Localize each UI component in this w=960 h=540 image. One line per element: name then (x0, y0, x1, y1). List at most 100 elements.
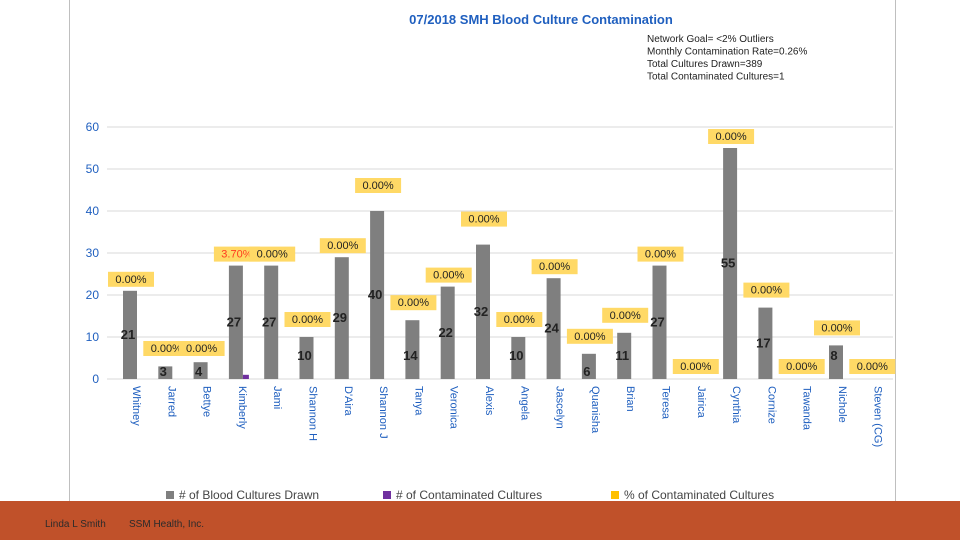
bar-drawn (370, 211, 385, 379)
category-label: Quanisha (589, 386, 601, 434)
percent-label: 0.00% (292, 314, 323, 326)
category-label: Angela (518, 386, 530, 421)
category-label: D'Aira (342, 386, 354, 416)
bar-drawn (476, 244, 490, 379)
info-line-3: Total Contaminated Cultures=1 (647, 72, 785, 83)
bar-drawn (405, 320, 420, 379)
category-label: Shannon H (307, 386, 319, 441)
percent-label: 0.00% (257, 249, 288, 261)
category-label: Nichole (836, 386, 848, 423)
bar-drawn (581, 353, 596, 379)
bar-value-label: 10 (509, 348, 523, 363)
bar-value-label: 21 (121, 327, 135, 342)
bar-drawn (158, 366, 173, 379)
category-label: Cynthia (730, 386, 742, 424)
bar-drawn (193, 362, 208, 379)
percent-label: 0.00% (151, 343, 182, 355)
category-label: Tawanda (801, 386, 813, 431)
category-label: Shannon J (377, 386, 389, 439)
category-label: Jarred (165, 386, 177, 417)
percent-label: 0.00% (610, 310, 641, 322)
category-label: Cornize (765, 386, 777, 424)
bar-value-label: 10 (297, 348, 311, 363)
bar-drawn (334, 257, 349, 379)
bar-drawn (228, 265, 243, 379)
percent-label-bg (461, 211, 507, 227)
bar-drawn (617, 332, 632, 379)
footer-bar (0, 501, 960, 540)
bar-drawn (299, 337, 314, 379)
bar-value-label: 27 (650, 314, 664, 329)
percent-label-bg (708, 129, 755, 144)
bar-value-label: 6 (583, 364, 590, 379)
bar-value-label: 22 (438, 325, 452, 340)
percent-label: 0.00% (539, 261, 570, 273)
bar-value-label: 4 (195, 364, 203, 379)
bar-value-label: 24 (544, 321, 559, 336)
percent-label-bg (319, 238, 366, 254)
percent-labels: 0.00% 0.00% 0.00% 3.70% 0.00% 0.00% 0.00% 0.00%… (108, 129, 896, 374)
bars: 21 3 4 27 27 10 29 40 14 22 32 10 24 6 11 27 55 17 8 (121, 148, 843, 379)
category-label: Tanya (412, 386, 424, 416)
y-tick-label: 0 (92, 372, 99, 386)
category-label: Bettye (201, 386, 213, 417)
percent-label-bg (602, 307, 649, 323)
legend-swatch (383, 491, 391, 499)
percent-label-bg (566, 328, 613, 344)
percent-label: 0.00% (680, 361, 711, 373)
y-tick-label: 20 (86, 288, 100, 302)
bar-drawn (511, 337, 526, 379)
percent-label-bg (672, 359, 719, 374)
category-label: Jami (271, 386, 283, 409)
bar-drawn (723, 148, 738, 379)
percent-label-bg (178, 341, 225, 356)
percent-label-bg (143, 341, 190, 356)
bar-contaminated (242, 374, 249, 379)
y-tick-label: 50 (86, 162, 100, 176)
percent-label: 0.00% (398, 297, 429, 309)
percent-label: 0.00% (751, 285, 782, 297)
percent-label-bg (496, 312, 543, 327)
chart-title: 07/2018 SMH Blood Culture Contamination (409, 12, 673, 27)
bar-value-label: 8 (830, 348, 837, 363)
y-tick-label: 40 (86, 204, 100, 218)
percent-label: 0.00% (327, 240, 358, 252)
x-axis-labels: Whitney Jarred Bettye Kimberly Jami Shannon H… (130, 386, 883, 447)
percent-label-bg (108, 271, 154, 287)
percent-label-bg (849, 359, 896, 374)
y-tick-label: 60 (86, 120, 100, 134)
percent-label-bg (213, 246, 260, 262)
bar-drawn (829, 345, 843, 379)
percent-label: 0.00% (786, 361, 817, 373)
info-line-2: Total Cultures Drawn=389 (647, 59, 763, 70)
percent-label-bg (637, 246, 684, 262)
blood-culture-chart: 07/2018 SMH Blood Culture Contamination … (86, 12, 896, 502)
percent-label: 3.70% (221, 249, 252, 261)
percent-label: 0.00% (821, 322, 852, 334)
bar-value-label: 32 (474, 304, 488, 319)
percent-label: 0.00% (857, 361, 888, 373)
bar-value-label: 55 (721, 256, 735, 271)
category-label: Whitney (130, 386, 142, 426)
percent-label-bg (425, 267, 472, 283)
percent-label: 0.00% (574, 331, 605, 343)
percent-label: 0.00% (504, 314, 535, 326)
legend-label: # of Blood Cultures Drawn (179, 488, 319, 502)
bar-value-label: 27 (227, 314, 241, 329)
bar-value-label: 3 (160, 364, 167, 379)
bar-value-label: 11 (615, 348, 629, 363)
percent-label: 0.00% (468, 214, 499, 226)
category-label: Kimberly (236, 386, 248, 429)
bar-value-label: 40 (368, 287, 382, 302)
percent-label: 0.00% (186, 343, 217, 355)
percent-label: 0.00% (433, 270, 464, 282)
legend-swatch (611, 491, 619, 499)
percent-label: 0.00% (115, 274, 146, 286)
y-tick-label: 10 (86, 330, 100, 344)
percent-label-bg (390, 295, 437, 311)
category-label: Brian (624, 386, 636, 412)
category-label: Teresa (660, 386, 672, 420)
chart-info-box: Network Goal= <2% Outliers Monthly Contam… (647, 34, 807, 83)
percent-label: 0.00% (645, 249, 676, 261)
percent-label-bg (743, 282, 790, 298)
